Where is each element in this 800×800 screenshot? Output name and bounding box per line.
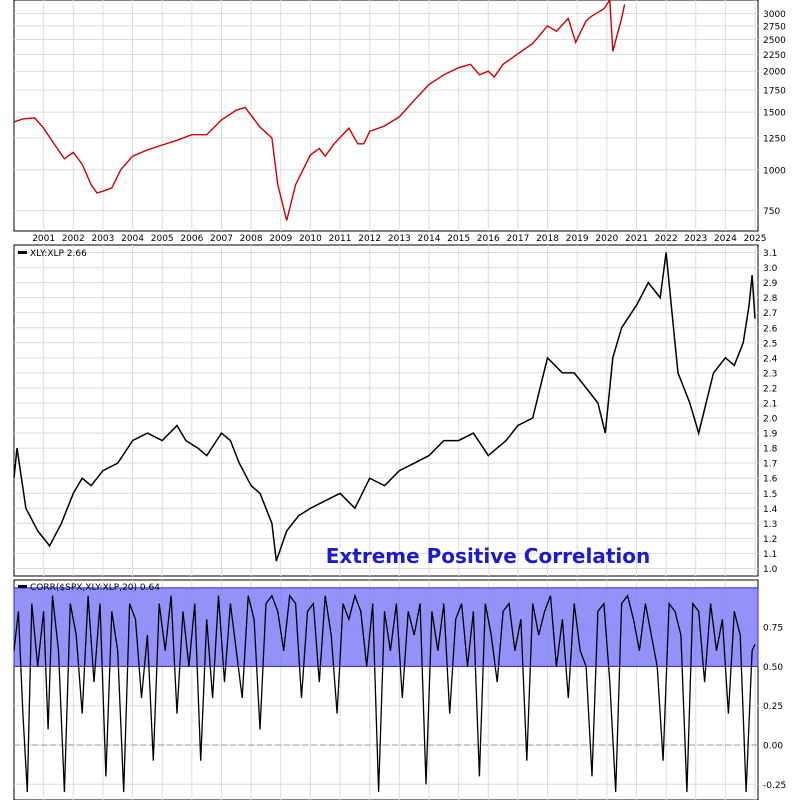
ratio-y-tick-label: 2.8: [763, 294, 778, 304]
ratio-y-tick-label: 1.9: [763, 430, 778, 440]
ratio-legend-label: XLY:XLP 2.66: [30, 249, 87, 259]
corr-y-tick-label: 0.75: [763, 624, 783, 634]
corr-y-tick-label: 0.00: [763, 742, 783, 752]
ratio-panel-frame: [13, 244, 759, 577]
xly-xlp-ratio-line: [13, 252, 756, 562]
correlation-line: [13, 593, 756, 793]
x-axis-year-label: 2016: [477, 234, 500, 244]
ratio-y-tick-label: 2.5: [763, 339, 777, 349]
x-axis-year-label: 2025: [744, 234, 767, 244]
spx-y-tick-label: 1500: [763, 109, 786, 119]
ratio-y-tick-label: 1.3: [763, 520, 777, 530]
ratio-y-tick-label: 2.3: [763, 369, 777, 379]
ratio-y-tick-label: 2.2: [763, 384, 777, 394]
x-axis-year-label: 2017: [506, 234, 529, 244]
correlation-annotation: Extreme Positive Correlation: [326, 544, 651, 568]
correlation-legend-label: CORR($SPX,XLY:XLP,20) 0.64: [30, 583, 160, 593]
x-axis-year-label: 2022: [655, 234, 678, 244]
ratio-y-tick-label: 3.1: [763, 249, 777, 259]
ratio-y-tick-label: 1.1: [763, 550, 777, 560]
spx-y-tick-label: 750: [763, 207, 780, 217]
correlation-panel: -0.25 0.00 0.25 0.50 0.75 CORR($SPX,XLY:XLP,…: [13, 579, 786, 800]
x-axis-year-label: 2007: [210, 234, 233, 244]
ratio-y-tick-label: 1.8: [763, 445, 778, 455]
ratio-y-tick-label: 1.0: [763, 565, 778, 575]
x-axis-year-label: 2018: [536, 234, 559, 244]
x-axis-year-label: 2023: [684, 234, 707, 244]
spx-y-tick-label: 2500: [763, 36, 786, 46]
ratio-y-tick-label: 2.6: [763, 324, 778, 334]
spx-y-tick-label: 2000: [763, 68, 786, 78]
x-axis-year-label: 2004: [121, 234, 144, 244]
x-axis-year-label: 2024: [714, 234, 737, 244]
ratio-y-tick-label: 1.4: [763, 505, 778, 515]
ratio-gridlines: [14, 245, 758, 576]
corr-y-tick-label: 0.50: [763, 663, 783, 673]
ratio-y-tick-label: 3.0: [763, 264, 778, 274]
x-axis-year-labels: 2001 2002 2003 2004 2005 2006 2007 2008 2009 2010…: [32, 234, 766, 244]
corr-y-tick-label: 0.25: [763, 702, 783, 712]
spx-y-tick-label: 3000: [763, 10, 786, 20]
ratio-y-tick-label: 1.5: [763, 490, 777, 500]
spx-y-tick-label: 1750: [763, 87, 786, 97]
spx-y-axis-labels: 750 1000 1250 1500 1750 2000 2250 2500 2750 3000: [763, 10, 786, 217]
corr-y-tick-label: -0.25: [763, 781, 786, 791]
ratio-y-tick-label: 2.0: [763, 415, 778, 425]
extreme-correlation-band: [13, 587, 759, 667]
spx-price-panel: 750100012501500175020002250250027503000 …: [13, 0, 786, 244]
spx-gridlines: [14, 0, 758, 231]
ratio-y-tick-label: 1.6: [763, 475, 778, 485]
ratio-y-tick-label: 2.4: [763, 354, 778, 364]
x-axis-year-label: 2003: [91, 234, 114, 244]
x-axis-year-label: 2019: [566, 234, 589, 244]
spx-price-line: [13, 0, 626, 221]
x-axis-year-label: 2010: [299, 234, 322, 244]
x-axis-year-label: 2001: [32, 234, 55, 244]
xly-xlp-ratio-panel: 1.0 1.1 1.2 1.3 1.4 1.5 1.6 1.7 1.8 1.9 2.0 2.1 2.2 2…: [13, 244, 778, 577]
ratio-y-tick-label: 2.1: [763, 399, 777, 409]
x-axis-year-label: 2021: [625, 234, 648, 244]
x-axis-year-label: 2012: [358, 234, 381, 244]
correlation-y-axis-labels: -0.25 0.00 0.25 0.50 0.75: [763, 624, 786, 791]
ratio-y-axis-labels: 1.0 1.1 1.2 1.3 1.4 1.5 1.6 1.7 1.8 1.9 2.0 2.1 2.2 2…: [763, 249, 778, 575]
ratio-y-tick-label: 1.2: [763, 535, 777, 545]
x-axis-year-label: 2002: [62, 234, 85, 244]
ratio-y-tick-label: 2.9: [763, 279, 778, 289]
spx-y-tick-label: 1250: [763, 135, 786, 145]
spx-panel-frame: [13, 0, 759, 232]
x-axis-year-label: 2011: [329, 234, 352, 244]
spx-y-tick-label: 2250: [763, 51, 786, 61]
x-axis-year-label: 2005: [151, 234, 174, 244]
x-axis-year-label: 2015: [447, 234, 470, 244]
ratio-y-tick-label: 2.7: [763, 309, 777, 319]
ratio-y-tick-label: 1.7: [763, 460, 777, 470]
x-axis-year-label: 2006: [180, 234, 203, 244]
spx-y-tick-label: 2750: [763, 22, 786, 32]
x-axis-year-label: 2008: [240, 234, 263, 244]
spx-y-tick-label: 1000: [763, 166, 786, 176]
ratio-legend-swatch: [18, 251, 27, 254]
x-axis-year-label: 2009: [269, 234, 292, 244]
x-axis-year-label: 2014: [418, 234, 441, 244]
x-axis-year-label: 2013: [388, 234, 411, 244]
x-axis-year-label: 2020: [595, 234, 618, 244]
correlation-legend-swatch: [18, 585, 27, 588]
